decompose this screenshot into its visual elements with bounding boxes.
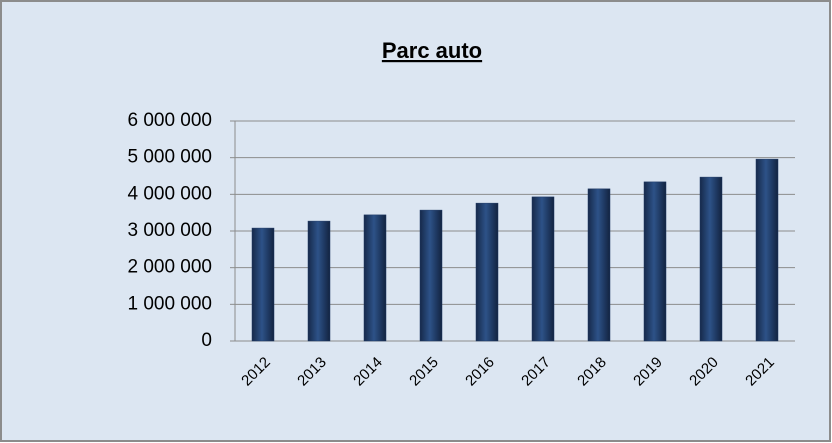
y-tick-label: 1 000 000 xyxy=(127,293,212,314)
bar xyxy=(475,202,499,342)
bar xyxy=(251,227,275,342)
y-tick-label: 2 000 000 xyxy=(127,257,212,278)
bar xyxy=(363,214,387,342)
y-tick-label: 6 000 000 xyxy=(127,110,212,131)
bar xyxy=(643,181,667,342)
bar xyxy=(755,158,779,342)
bar xyxy=(307,220,331,342)
bar xyxy=(587,188,611,342)
bar xyxy=(699,176,723,342)
y-tick-label: 4 000 000 xyxy=(127,183,212,204)
bar xyxy=(419,209,443,342)
y-tick-label: 3 000 000 xyxy=(127,220,212,241)
y-tick-label: 0 xyxy=(201,330,212,351)
chart-title: Parc auto xyxy=(382,38,482,63)
y-tick-label: 5 000 000 xyxy=(127,147,212,168)
bar xyxy=(531,196,555,342)
